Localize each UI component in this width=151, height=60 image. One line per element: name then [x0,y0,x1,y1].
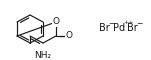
Text: O: O [53,18,59,27]
Text: NH₂: NH₂ [34,51,51,60]
Text: Pd: Pd [113,23,125,33]
Text: −: − [136,20,142,28]
Text: Br: Br [127,23,138,33]
Text: O: O [66,32,72,40]
Text: Br: Br [99,23,110,33]
Text: ++: ++ [123,21,133,26]
Text: −: − [108,20,114,28]
